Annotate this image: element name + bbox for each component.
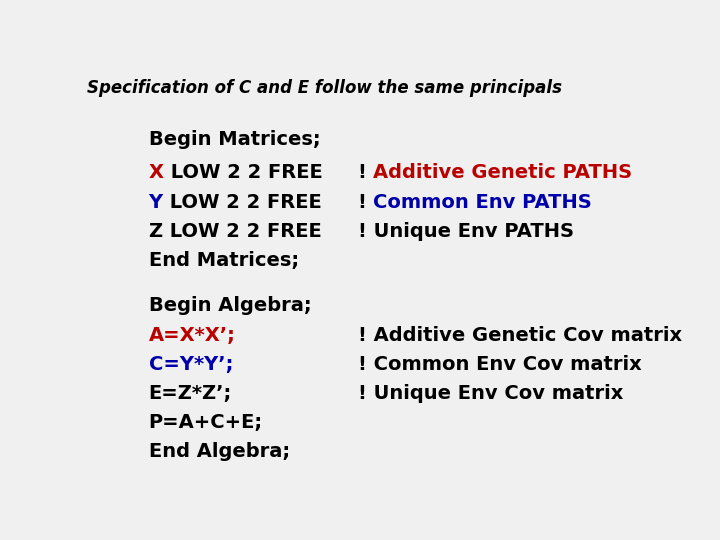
Text: Specification of C and E follow the same principals: Specification of C and E follow the same…	[87, 79, 562, 97]
Text: !: !	[358, 164, 374, 183]
Text: ! Additive Genetic Cov matrix: ! Additive Genetic Cov matrix	[358, 326, 682, 345]
Text: End Matrices;: End Matrices;	[148, 251, 299, 269]
Text: Y: Y	[148, 193, 163, 212]
Text: Z: Z	[148, 221, 163, 241]
Text: ! Common Env Cov matrix: ! Common Env Cov matrix	[358, 355, 642, 374]
Text: Common Env PATHS: Common Env PATHS	[374, 193, 593, 212]
Text: C=Y*Y’;: C=Y*Y’;	[148, 355, 233, 374]
Text: X: X	[148, 164, 163, 183]
Text: P=A+C+E;: P=A+C+E;	[148, 413, 263, 432]
Text: Additive Genetic PATHS: Additive Genetic PATHS	[374, 164, 633, 183]
Text: E=Z*Z’;: E=Z*Z’;	[148, 384, 232, 403]
Text: A=X*X’;: A=X*X’;	[148, 326, 235, 345]
Text: LOW 2 2 FREE: LOW 2 2 FREE	[163, 193, 321, 212]
Text: Begin Algebra;: Begin Algebra;	[148, 296, 311, 315]
Text: !: !	[358, 193, 374, 212]
Text: End Algebra;: End Algebra;	[148, 442, 289, 461]
Text: Begin Matrices;: Begin Matrices;	[148, 130, 320, 149]
Text: LOW 2 2 FREE: LOW 2 2 FREE	[163, 164, 323, 183]
Text: ! Unique Env Cov matrix: ! Unique Env Cov matrix	[358, 384, 624, 403]
Text: ! Unique Env PATHS: ! Unique Env PATHS	[358, 221, 574, 241]
Text: LOW 2 2 FREE: LOW 2 2 FREE	[163, 221, 321, 241]
